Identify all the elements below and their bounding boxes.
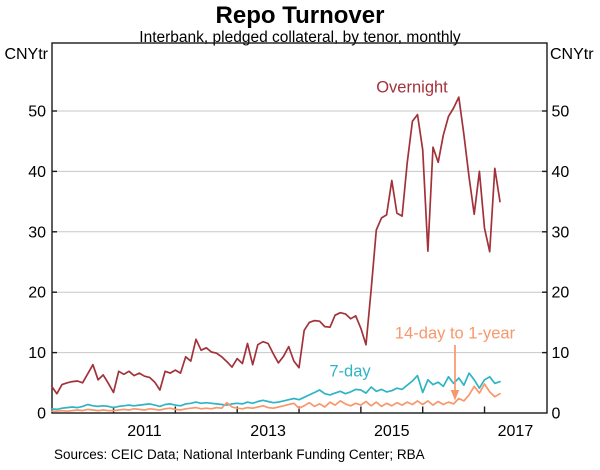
y-axis-unit-right: CNYtr (550, 46, 594, 63)
x-axis-label: 2015 (374, 423, 410, 440)
y-axis-label-left: 10 (28, 345, 46, 362)
chart-subtitle: Interbank, pledged collateral, by tenor,… (139, 29, 461, 46)
y-axis-label-right: 20 (552, 285, 570, 302)
y-axis-label-right: 30 (552, 224, 570, 241)
series-line-14-day-to-1-year (50, 383, 501, 413)
y-axis-label-left: 30 (28, 224, 46, 241)
y-axis-label-right: 0 (552, 406, 561, 423)
plot-border (51, 42, 548, 414)
x-axis-label: 2013 (250, 423, 286, 440)
y-axis-label-right: 40 (552, 164, 570, 181)
series-line-7-day (50, 372, 501, 411)
y-axis-label-left: 0 (37, 406, 46, 423)
source-note: Sources: CEIC Data; National Interbank F… (54, 447, 425, 462)
y-axis-label-left: 20 (28, 285, 46, 302)
seven-day-series-label: 7-day (329, 362, 371, 381)
y-axis-label-right: 50 (552, 104, 570, 121)
y-axis-label-left: 50 (28, 104, 46, 121)
y-axis-unit-left: CNYtr (4, 46, 48, 63)
fourteen-day-series-label: 14-day to 1-year (394, 324, 516, 343)
chart-title: Repo Turnover (215, 2, 385, 29)
y-axis-label-left: 40 (28, 164, 46, 181)
y-axis-label-right: 10 (552, 345, 570, 362)
x-axis-label: 2011 (127, 423, 162, 440)
series-line-overnight (50, 96, 501, 395)
annotation-arrowhead (450, 390, 460, 401)
x-axis-label: 2017 (498, 423, 534, 440)
overnight-series-label: Overnight (376, 78, 448, 97)
